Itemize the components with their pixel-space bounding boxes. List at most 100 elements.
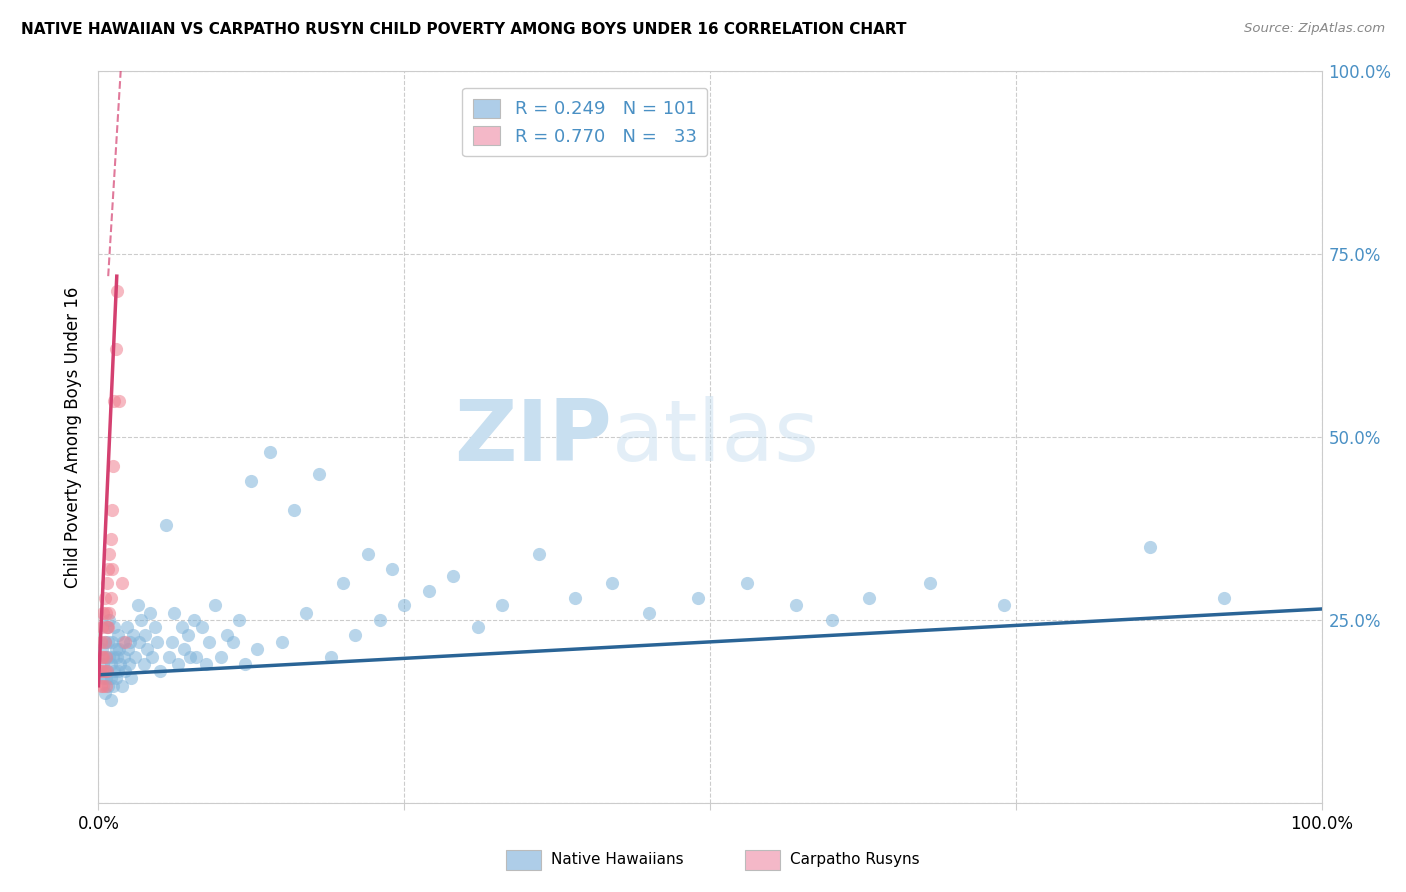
Point [91, 672, 114, 686]
Point [112, 649, 135, 664]
Point [295, 606, 318, 620]
Point [104, 343, 127, 357]
Point [91, 642, 114, 657]
Point [96, 576, 118, 591]
Point [143, 620, 166, 634]
Point [96, 664, 118, 678]
Point [103, 620, 125, 634]
Point [91, 657, 114, 671]
Point [94, 606, 117, 620]
Point [195, 657, 218, 671]
Point [600, 576, 623, 591]
Point [157, 649, 180, 664]
Point [215, 627, 238, 641]
Point [111, 576, 134, 591]
Point [163, 606, 186, 620]
Point [110, 657, 132, 671]
Point [98, 613, 121, 627]
Point [96, 664, 118, 678]
Point [173, 642, 195, 657]
Point [103, 393, 125, 408]
Point [128, 635, 150, 649]
Point [527, 547, 550, 561]
Point [107, 627, 129, 641]
Point [98, 547, 121, 561]
Point [204, 599, 226, 613]
Text: Native Hawaiians: Native Hawaiians [551, 853, 683, 867]
Point [108, 393, 131, 408]
Point [160, 635, 183, 649]
Point [124, 649, 146, 664]
Point [197, 635, 219, 649]
Point [183, 613, 205, 627]
Point [101, 562, 124, 576]
Point [155, 517, 177, 532]
Point [392, 599, 416, 613]
Point [467, 620, 489, 634]
Point [100, 672, 122, 686]
Point [141, 649, 163, 664]
Text: Carpatho Rusyns: Carpatho Rusyns [790, 853, 920, 867]
Point [993, 599, 1015, 613]
Point [93, 686, 115, 700]
Point [105, 284, 128, 298]
Point [381, 562, 404, 576]
Point [111, 679, 134, 693]
Point [129, 613, 152, 627]
Point [858, 591, 880, 605]
Point [101, 679, 124, 693]
Point [179, 649, 201, 664]
Point [149, 664, 172, 678]
Point [107, 664, 129, 678]
Point [98, 606, 121, 620]
Point [332, 576, 354, 591]
Point [283, 503, 305, 517]
Point [120, 635, 142, 649]
Text: Source: ZipAtlas.com: Source: ZipAtlas.com [1244, 22, 1385, 36]
Point [91, 606, 114, 620]
Point [94, 649, 117, 664]
Point [1139, 540, 1161, 554]
Point [785, 599, 807, 613]
Point [101, 459, 124, 474]
Point [735, 576, 758, 591]
Point [177, 627, 200, 641]
Point [104, 642, 127, 657]
Point [93, 635, 115, 649]
Point [240, 474, 263, 488]
Point [94, 679, 117, 693]
Point [821, 613, 844, 627]
Point [93, 591, 115, 605]
Point [233, 657, 256, 671]
Point [259, 444, 281, 458]
Point [132, 657, 155, 671]
Point [90, 635, 112, 649]
Point [491, 599, 513, 613]
Point [100, 693, 122, 707]
Point [686, 591, 709, 605]
Point [115, 620, 138, 634]
Point [103, 664, 125, 678]
Text: NATIVE HAWAIIAN VS CARPATHO RUSYN CHILD POVERTY AMONG BOYS UNDER 16 CORRELATION : NATIVE HAWAIIAN VS CARPATHO RUSYN CHILD … [21, 22, 907, 37]
Point [100, 657, 122, 671]
Point [93, 664, 115, 678]
Point [637, 606, 661, 620]
Point [191, 620, 214, 634]
Text: atlas: atlas [612, 395, 820, 479]
Point [136, 642, 159, 657]
Point [90, 679, 112, 693]
Point [418, 583, 440, 598]
Point [114, 635, 136, 649]
Point [93, 635, 115, 649]
Point [139, 606, 162, 620]
Point [108, 642, 131, 657]
Point [91, 649, 114, 664]
Point [101, 649, 124, 664]
Point [104, 672, 127, 686]
Point [1212, 591, 1234, 605]
Point [209, 649, 232, 664]
Point [91, 679, 114, 693]
Y-axis label: Child Poverty Among Boys Under 16: Child Poverty Among Boys Under 16 [65, 286, 83, 588]
Point [105, 649, 128, 664]
Point [186, 649, 208, 664]
